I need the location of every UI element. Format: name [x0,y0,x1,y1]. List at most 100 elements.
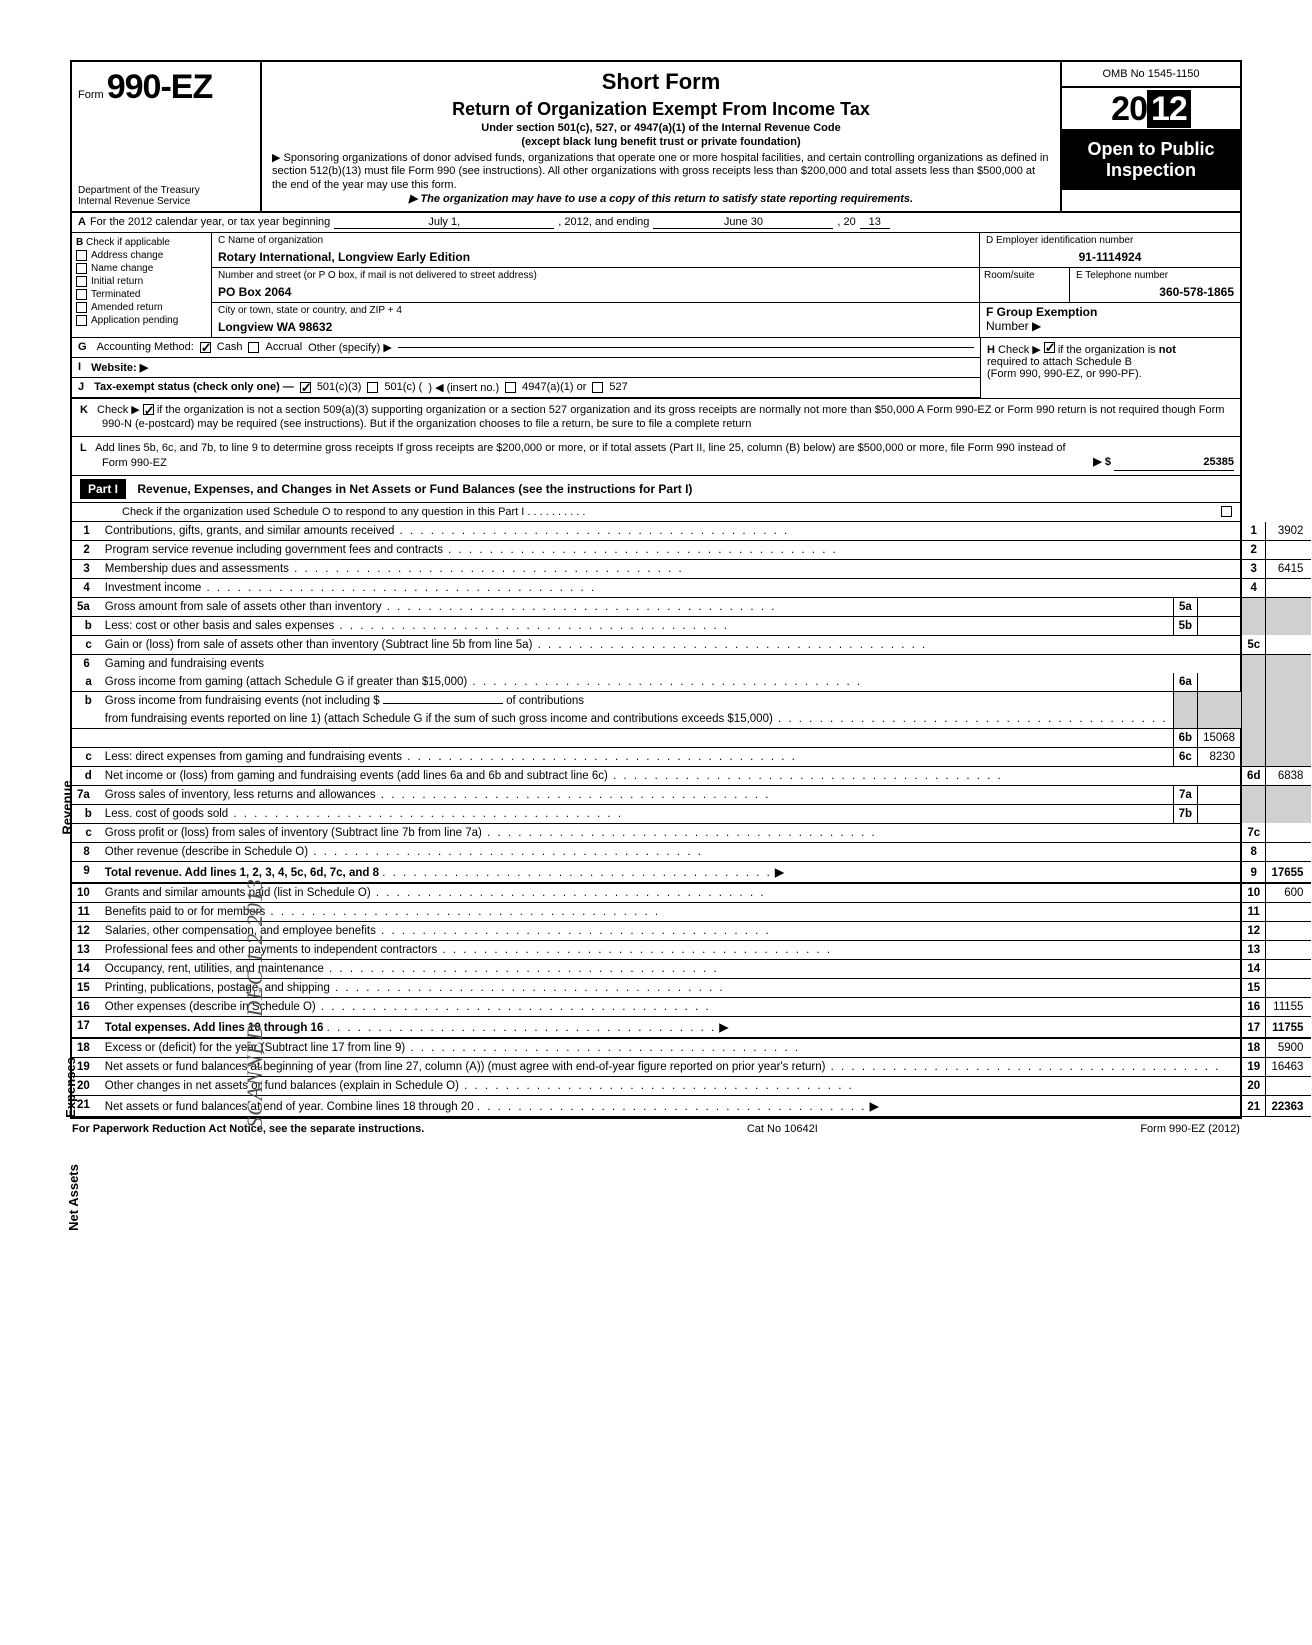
row-a-text2: , 2012, and ending [558,216,649,228]
l12-bv [1266,921,1311,940]
header-note-2: ▶ The organization may have to use a cop… [272,193,1050,207]
l1-d: Contributions, gifts, grants, and simila… [105,525,395,537]
subtitle-2: (except black lung benefit trust or priv… [272,136,1050,150]
l13-bv [1266,940,1311,959]
header: Form 990-EZ Department of the Treasury I… [72,62,1240,213]
part1-row: Part I Revenue, Expenses, and Changes in… [72,476,1240,522]
l6c-d: Less: direct expenses from gaming and fu… [105,751,402,763]
l18-n: 18 [72,1038,100,1058]
row-a-begin: July 1, [334,216,554,229]
cb-cash[interactable] [200,342,211,353]
l21-bn: 21 [1242,1095,1266,1116]
lbl-other: Other (specify) ▶ [308,341,392,354]
cb-k[interactable] [143,404,154,415]
h-text4: (Form 990, 990-EZ, or 990-PF). [987,368,1142,380]
l16-bv: 11155 [1266,997,1311,1016]
l11-bv [1266,902,1311,921]
h-label: H [987,344,995,356]
l17-arrow: ▶ [719,1022,728,1034]
l-val: 25385 [1114,455,1234,471]
cb-app-pending[interactable] [76,315,87,326]
l12-bn: 12 [1242,921,1266,940]
cb-amended[interactable] [76,302,87,313]
l6c-n: c [72,747,100,766]
f-group-number: Number ▶ [986,319,1234,333]
cb-527[interactable] [592,382,603,393]
l3-bn: 3 [1242,559,1266,578]
lbl-app-pending: Application pending [91,315,178,326]
h-not: not [1159,344,1176,356]
l18-bn: 18 [1242,1038,1266,1058]
row-h: H Check ▶ if the organization is not req… [980,338,1240,398]
lbl-amended: Amended return [91,302,163,313]
dept-irs: Internal Revenue Service [78,196,254,207]
l19-bn: 19 [1242,1057,1266,1076]
l6d-d: Net income or (loss) from gaming and fun… [105,770,608,782]
info-grid: B Check if applicable Address change Nam… [72,233,1240,338]
l4-bv [1266,578,1311,597]
cb-terminated[interactable] [76,289,87,300]
l7c-d: Gross profit or (loss) from sales of inv… [105,827,482,839]
f-group-label: F Group Exemption [986,305,1234,319]
l5c-d: Gain or (loss) from sale of assets other… [105,639,533,651]
l8-d: Other revenue (describe in Schedule O) [105,846,308,858]
h-text2: if the organization is [1058,344,1156,356]
side-revenue: Revenue [60,780,75,834]
col-b: B Check if applicable Address change Nam… [72,233,212,337]
d-ein-label: D Employer identification number [980,233,1240,248]
cb-initial-return[interactable] [76,276,87,287]
l7c-n: c [72,823,100,842]
l9-arrow: ▶ [775,867,784,879]
l7c-bn: 7c [1242,823,1266,842]
l13-d: Professional fees and other payments to … [105,944,437,956]
l6b-d3: from fundraising events reported on line… [105,713,773,725]
cb-name-change[interactable] [76,263,87,274]
l19-d: Net assets or fund balances at beginning… [105,1061,826,1073]
part1-title: Revenue, Expenses, and Changes in Net As… [137,482,692,496]
l7a-n: 7a [72,785,100,804]
cb-501c3[interactable] [300,382,311,393]
l14-bn: 14 [1242,959,1266,978]
shade-6c [1242,747,1266,766]
l1-n: 1 [72,522,100,541]
l5b-n: b [72,616,100,635]
year-suffix: 12 [1147,90,1191,128]
l-text: Add lines 5b, 6c, and 7b, to line 9 to d… [95,442,1065,469]
l-arrow: ▶ $ [1093,456,1111,468]
room-label: Room/suite [980,268,1070,302]
shade-6cv [1266,747,1311,766]
l14-bv [1266,959,1311,978]
sched-o-text: Check if the organization used Schedule … [122,506,585,518]
row-j: J Tax-exempt status (check only one) — 5… [72,378,980,398]
l10-d: Grants and similar amounts paid (list in… [105,887,371,899]
l5b-d: Less: cost or other basis and sales expe… [105,620,335,632]
l3-d: Membership dues and assessments [105,563,289,575]
cb-address-change[interactable] [76,250,87,261]
col-b-label: B [76,237,83,248]
l5c-bn: 5c [1242,635,1266,654]
cb-h-check[interactable] [1044,342,1055,353]
l8-n: 8 [72,842,100,861]
l2-d: Program service revenue including govern… [105,544,443,556]
l5c-n: c [72,635,100,654]
l5a-mv [1198,597,1242,616]
l7c-bv [1266,823,1311,842]
cb-sched-o[interactable] [1221,506,1232,517]
cb-accrual[interactable] [248,342,259,353]
l10-bv: 600 [1266,883,1311,903]
l10-n: 10 [72,883,100,903]
other-line [398,347,974,348]
l6b-n: b [72,691,100,710]
l10-bn: 10 [1242,883,1266,903]
shade-6 [1242,654,1266,747]
city-val: Longview WA 98632 [212,318,979,337]
cb-501c[interactable] [367,382,378,393]
l14-n: 14 [72,959,100,978]
l6b-mn: 6b [1173,728,1197,747]
shade-5v [1266,597,1311,635]
l16-d: Other expenses (describe in Schedule O) [105,1001,316,1013]
l9-n: 9 [72,861,100,883]
form-number: 990-EZ [107,68,213,106]
c-name-val: Rotary International, Longview Early Edi… [212,248,979,267]
cb-4947[interactable] [505,382,516,393]
